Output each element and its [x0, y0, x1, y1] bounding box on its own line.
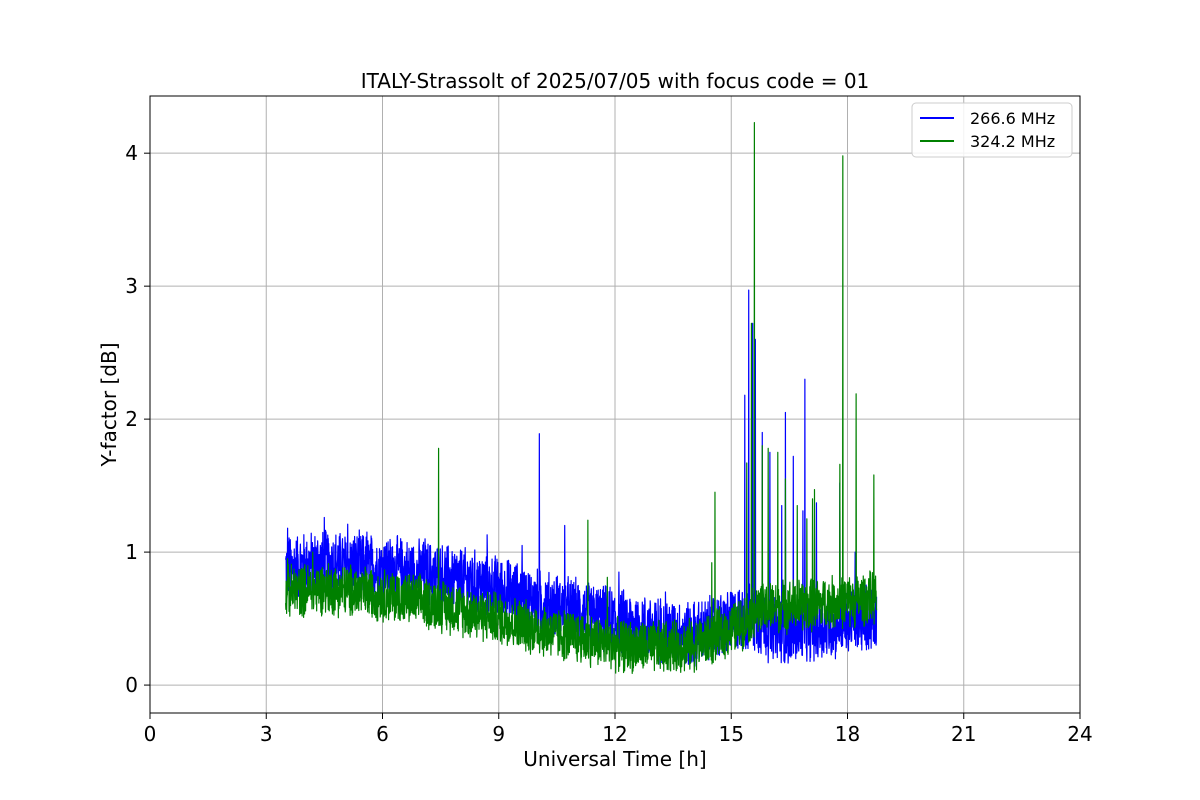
series-line-2 — [285, 121, 878, 675]
x-tick-label: 0 — [144, 722, 157, 746]
x-axis-label: Universal Time [h] — [523, 747, 706, 771]
x-tick-label: 12 — [602, 722, 627, 746]
y-tick-label: 2 — [125, 407, 138, 431]
y-tick-label: 1 — [125, 540, 138, 564]
x-tick-label: 21 — [951, 722, 976, 746]
y-axis-label: Y-factor [dB] — [97, 342, 121, 467]
x-tick-label: 24 — [1067, 722, 1092, 746]
x-tick-label: 18 — [835, 722, 860, 746]
legend-label: 324.2 MHz — [970, 132, 1055, 151]
chart-title: ITALY-Strassolt of 2025/07/05 with focus… — [361, 69, 870, 93]
x-tick-label: 9 — [492, 722, 505, 746]
x-tick-label: 3 — [260, 722, 273, 746]
series-layer — [285, 121, 878, 675]
y-tick-label: 3 — [125, 274, 138, 298]
legend: 266.6 MHz 324.2 MHz — [911, 102, 1073, 158]
legend-box — [911, 102, 1073, 158]
y-tick-label: 0 — [125, 673, 138, 697]
y-tick-label: 4 — [125, 141, 138, 165]
x-tick-label: 15 — [719, 722, 744, 746]
legend-label: 266.6 MHz — [970, 109, 1055, 128]
x-tick-label: 6 — [376, 722, 389, 746]
